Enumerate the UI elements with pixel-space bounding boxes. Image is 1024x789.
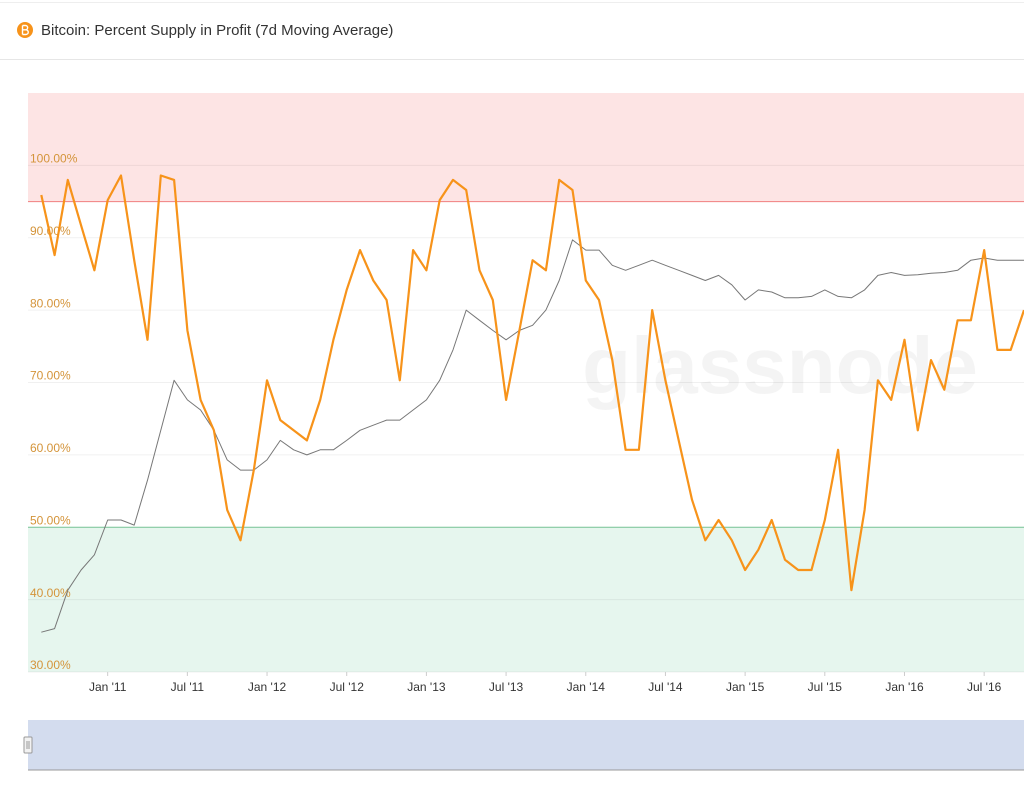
- data-line: [41, 239, 1024, 633]
- navigator-handle[interactable]: [23, 736, 33, 754]
- x-tick-label: Jul '14: [648, 680, 683, 694]
- x-tick-label: Jul '13: [489, 680, 524, 694]
- plot-area: glassnode 30.00% 40.00% 50.00% 60.00% 70.00% 8…: [28, 93, 1024, 694]
- y-tick-label: 30.00%: [30, 658, 71, 672]
- header: [0, 0, 1024, 60]
- threshold-band: [28, 93, 1024, 202]
- x-tick-label: Jul '11: [171, 680, 205, 694]
- y-tick-label: 70.00%: [30, 369, 71, 383]
- x-tick-label: Jan '11: [89, 680, 127, 694]
- navigator[interactable]: [28, 720, 1024, 770]
- y-tick-label: 100.00%: [30, 152, 78, 166]
- x-tick-label: Jan '12: [248, 680, 287, 694]
- x-tick-label: Jan '14: [567, 680, 606, 694]
- chart-title: Bitcoin: Percent Supply in Profit (7d Mo…: [41, 22, 393, 39]
- y-tick-label: 40.00%: [30, 586, 71, 600]
- bitcoin-icon-glyph: [21, 24, 29, 36]
- x-tick-label: Jul '15: [808, 680, 843, 694]
- x-tick-label: Jan '13: [407, 680, 446, 694]
- y-tick-label: 50.00%: [30, 513, 71, 527]
- x-tick-label: Jul '16: [967, 680, 1002, 694]
- y-tick-label: 80.00%: [30, 296, 71, 310]
- x-tick-label: Jul '12: [330, 680, 365, 694]
- y-tick-label: 90.00%: [30, 224, 71, 238]
- watermark: glassnode: [582, 321, 978, 410]
- x-tick-label: Jan '15: [726, 680, 765, 694]
- y-tick-label: 60.00%: [30, 441, 71, 455]
- x-tick-label: Jan '16: [885, 680, 924, 694]
- data-line: [40, 174, 1024, 592]
